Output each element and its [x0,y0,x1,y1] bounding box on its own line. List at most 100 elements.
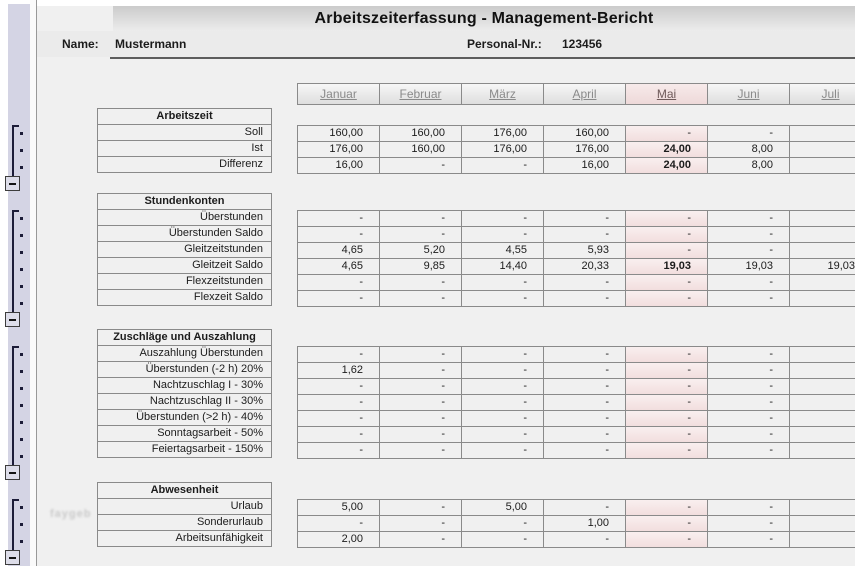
data-cell-april-gleitzeit-saldo: 20,33 [543,258,626,275]
month-tab-februar[interactable]: Februar [399,87,442,101]
data-cell-mai-auszahlung-berstunden: - [625,346,708,363]
section-label-table-stundenkonten: Stundenkonten Überstunden Überstunden Sald… [97,193,272,306]
outline-row-dot [20,166,23,169]
watermark: faygeb [50,508,92,520]
page-title: Arbeitszeiterfassung - Management-Berich… [314,9,654,27]
data-cell-juni-feiertagsarbeit-150: - [707,442,790,459]
data-cell-april-sonderurlaub: 1,00 [543,515,626,532]
outline-collapse-button-stundenkonten[interactable] [5,312,20,327]
table-row-gleitzeit-saldo: 4,65 9,85 14,40 20,33 19,03 19,03 19,03 [297,258,855,275]
month-column-header-juni: Juni [707,83,790,105]
row-label-berstunden-2-h-20: Überstunden (-2 h) 20% [97,361,272,378]
outline-row-dot [20,421,23,424]
outline-row-dot [20,285,23,288]
month-tab-juli[interactable]: Juli [821,87,840,101]
data-cell-januar-berstunden-2-h-40: - [297,410,380,427]
data-cell-januar-gleitzeitstunden: 4,65 [297,242,380,259]
data-cell-m-rz-gleitzeitstunden: 4,55 [461,242,544,259]
data-cell-juli-flexzeit-saldo [789,290,855,307]
data-cell-juli-feiertagsarbeit-150 [789,442,855,459]
outline-collapse-button-abwesenheit[interactable] [5,550,20,565]
month-tab-juni[interactable]: Juni [737,87,760,101]
data-cell-februar-berstunden-2-h-40: - [379,410,462,427]
data-cell-juli-berstunden-saldo [789,226,855,243]
data-cell-juni-berstunden-2-h-40: - [707,410,790,427]
section-label-table-zuschl-ge-und-auszahlung: Zuschläge und Auszahlung Auszahlung Übers… [97,329,272,458]
data-cell-januar-gleitzeit-saldo: 4,65 [297,258,380,275]
month-tab-m-rz[interactable]: März [489,87,516,101]
month-column-header-m-rz: März [461,83,544,105]
data-cell-juni-flexzeitstunden: - [707,274,790,291]
data-cell-april-soll: 160,00 [543,125,626,142]
outline-row-dot [20,523,23,526]
data-cell-mai-soll: - [625,125,708,142]
data-cell-m-rz-feiertagsarbeit-150: - [461,442,544,459]
data-cell-april-berstunden: - [543,210,626,227]
month-tab-mai[interactable]: Mai [656,87,677,101]
data-cell-mai-gleitzeitstunden: - [625,242,708,259]
data-cell-juli-ist [789,141,855,158]
data-cell-april-gleitzeitstunden: 5,93 [543,242,626,259]
data-cell-juli-soll [789,125,855,142]
data-cell-m-rz-arbeitsunf-higkeit: - [461,531,544,548]
month-tab-april[interactable]: April [572,87,597,101]
data-cell-januar-nachtzuschlag-i-30: - [297,378,380,395]
data-cell-februar-flexzeitstunden: - [379,274,462,291]
outline-row-dot [20,268,23,271]
outline-collapse-button-zuschl-ge-und-auszahlung[interactable] [5,465,20,480]
row-label-sonntagsarbeit-50: Sonntagsarbeit - 50% [97,425,272,442]
data-cell-april-sonntagsarbeit-50: - [543,426,626,443]
month-tab-januar[interactable]: Januar [320,87,357,101]
outline-bracket-tick [12,346,19,348]
table-row-urlaub: 5,00-5,00- - - [297,499,855,516]
data-cell-m-rz-nachtzuschlag-ii-30: - [461,394,544,411]
data-cell-juli-sonderurlaub [789,515,855,532]
data-cell-april-flexzeitstunden: - [543,274,626,291]
row-label-berstunden: Überstunden [97,209,272,226]
month-column-header-februar: Februar [379,83,462,105]
data-cell-mai-berstunden-saldo: - [625,226,708,243]
table-row-differenz: 16,00- -16,00 24,00 8,00 [297,157,855,174]
month-header-row: Januar Februar März April Mai Juni Juli [297,83,855,105]
table-row-ist: 176,00 160,00 176,00 176,00 24,00 8,00 [297,141,855,158]
data-cell-m-rz-nachtzuschlag-i-30: - [461,378,544,395]
data-cell-juli-gleitzeitstunden [789,242,855,259]
data-cell-juni-nachtzuschlag-ii-30: - [707,394,790,411]
month-column-header-april: April [543,83,626,105]
data-grid-abwesenheit: 5,00-5,00- - - - - -1,00- -2,00- - - - - [297,499,855,548]
outline-pane-gutter [30,0,37,566]
data-cell-februar-sonntagsarbeit-50: - [379,426,462,443]
section-title-abwesenheit: Abwesenheit [97,482,272,499]
data-cell-april-berstunden-2-h-20: - [543,362,626,379]
table-row-berstunden-2-h-40: ------ [297,410,855,427]
outline-bracket [12,125,14,176]
personnel-number-label: Personal-Nr.: [467,37,542,51]
section-title-arbeitszeit: Arbeitszeit [97,108,272,125]
data-cell-juni-berstunden-2-h-20: - [707,362,790,379]
data-cell-april-ist: 176,00 [543,141,626,158]
data-cell-januar-berstunden-2-h-20: 1,62 [297,362,380,379]
row-label-nachtzuschlag-i-30: Nachtzuschlag I - 30% [97,377,272,394]
data-cell-februar-soll: 160,00 [379,125,462,142]
data-cell-juni-soll: - [707,125,790,142]
outline-row-dot [20,370,23,373]
data-cell-mai-berstunden: - [625,210,708,227]
data-cell-mai-nachtzuschlag-i-30: - [625,378,708,395]
data-cell-februar-nachtzuschlag-i-30: - [379,378,462,395]
pane-split-line [36,0,37,566]
table-row-gleitzeitstunden: 4,65 5,20 4,55 5,93- - [297,242,855,259]
header-divider-line [110,57,855,59]
data-cell-januar-differenz: 16,00 [297,157,380,174]
section-title-stundenkonten: Stundenkonten [97,193,272,210]
data-cell-januar-soll: 160,00 [297,125,380,142]
data-cell-mai-sonntagsarbeit-50: - [625,426,708,443]
data-cell-mai-berstunden-2-h-40: - [625,410,708,427]
data-cell-juli-sonntagsarbeit-50 [789,426,855,443]
table-row-feiertagsarbeit-150: ------ [297,442,855,459]
outline-collapse-button-arbeitszeit[interactable] [5,176,20,191]
data-cell-juni-ist: 8,00 [707,141,790,158]
data-cell-juli-berstunden-2-h-20 [789,362,855,379]
data-cell-m-rz-differenz: - [461,157,544,174]
data-cell-juli-flexzeitstunden [789,274,855,291]
data-cell-m-rz-gleitzeit-saldo: 14,40 [461,258,544,275]
